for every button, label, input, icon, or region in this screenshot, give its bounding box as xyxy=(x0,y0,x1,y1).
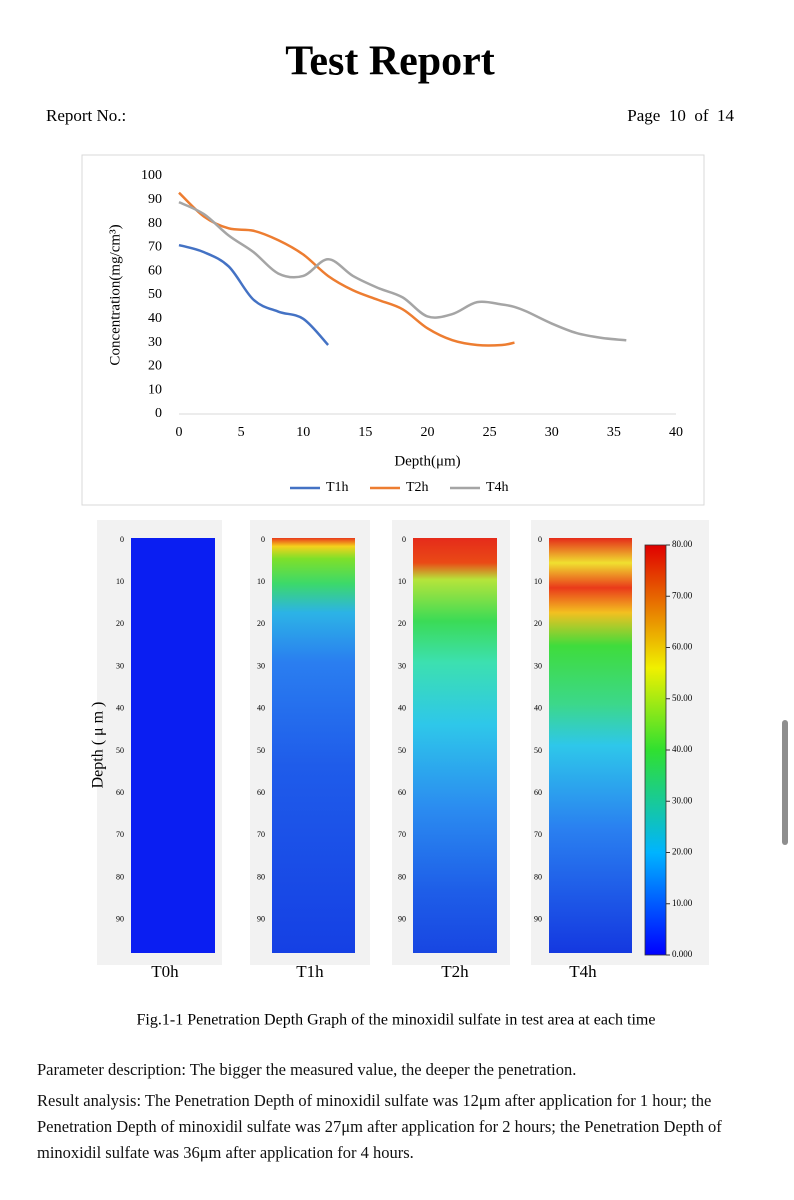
y-tick-label: 30 xyxy=(148,335,162,350)
panel-label: T2h xyxy=(441,962,469,981)
depth-tick-label: 70 xyxy=(534,830,542,839)
depth-tick-label: 30 xyxy=(257,661,265,670)
panel-label: T4h xyxy=(569,962,597,981)
panel-label: T1h xyxy=(296,962,324,981)
heatmap xyxy=(272,538,355,953)
colorbar-tick-label: 50.00 xyxy=(672,693,693,703)
heatmap-y-label: Depth ( μ m ) xyxy=(90,702,107,789)
depth-tick-label: 50 xyxy=(534,746,542,755)
depth-tick-label: 20 xyxy=(116,619,124,628)
depth-tick-label: 10 xyxy=(116,577,124,586)
colorbar-tick-label: 80.00 xyxy=(672,539,693,549)
x-tick-label: 25 xyxy=(483,425,497,440)
y-tick-label: 0 xyxy=(155,406,162,421)
depth-tick-label: 40 xyxy=(257,704,265,713)
depth-tick-label: 90 xyxy=(398,915,406,924)
colorbar-tick-label: 0.000 xyxy=(672,949,693,959)
depth-tick-label: 70 xyxy=(257,830,265,839)
y-tick-label: 80 xyxy=(148,216,162,231)
depth-tick-label: 20 xyxy=(534,619,542,628)
legend-label: T4h xyxy=(486,480,509,495)
panel-label: T0h xyxy=(151,962,179,981)
depth-tick-label: 40 xyxy=(534,704,542,713)
x-tick-label: 5 xyxy=(238,425,245,440)
depth-tick-label: 70 xyxy=(116,830,124,839)
line-series xyxy=(178,201,627,342)
y-axis-label: Concentration(mg/cm³) xyxy=(107,224,123,365)
depth-tick-label: 60 xyxy=(534,788,542,797)
depth-tick-label: 70 xyxy=(398,830,406,839)
depth-tick-label: 50 xyxy=(257,746,265,755)
x-tick-label: 15 xyxy=(358,425,372,440)
depth-tick-label: 30 xyxy=(398,661,406,670)
heatmap xyxy=(413,538,497,953)
line-series xyxy=(178,191,515,347)
depth-tick-label: 40 xyxy=(116,704,124,713)
y-tick-label: 40 xyxy=(148,311,162,326)
depth-tick-label: 60 xyxy=(398,788,406,797)
depth-tick-label: 10 xyxy=(534,577,542,586)
depth-tick-label: 90 xyxy=(257,915,265,924)
depth-tick-label: 80 xyxy=(534,872,542,881)
depth-tick-label: 20 xyxy=(398,619,406,628)
heatmap xyxy=(549,538,632,953)
depth-tick-label: 50 xyxy=(398,746,406,755)
depth-tick-label: 90 xyxy=(116,915,124,924)
caption: Fig.1-1 Penetration Depth Graph of the m… xyxy=(137,1012,656,1029)
doc-title: Test Report xyxy=(285,39,495,85)
y-tick-label: 50 xyxy=(148,287,162,302)
depth-tick-label: 0 xyxy=(402,535,406,544)
heatmap xyxy=(131,538,215,953)
page-number: Page 10 of 14 xyxy=(627,106,734,125)
x-axis-label: Depth(μm) xyxy=(394,453,460,469)
y-tick-label: 70 xyxy=(148,240,162,255)
x-tick-label: 35 xyxy=(607,425,621,440)
legend-label: T2h xyxy=(406,480,429,495)
depth-tick-label: 0 xyxy=(538,535,542,544)
scrollbar[interactable] xyxy=(782,720,788,845)
x-tick-label: 0 xyxy=(176,425,183,440)
paragraph: Result analysis: The Penetration Depth o… xyxy=(37,1091,722,1162)
chart-frame xyxy=(81,154,705,506)
depth-tick-label: 0 xyxy=(261,535,265,544)
x-tick-label: 10 xyxy=(296,425,310,440)
y-tick-label: 100 xyxy=(141,168,162,183)
legend-label: T1h xyxy=(326,480,349,495)
depth-tick-label: 20 xyxy=(257,619,265,628)
x-tick-label: 40 xyxy=(669,425,683,440)
colorbar xyxy=(644,544,667,956)
depth-tick-label: 10 xyxy=(398,577,406,586)
depth-tick-label: 80 xyxy=(116,872,124,881)
depth-tick-label: 80 xyxy=(398,872,406,881)
depth-tick-label: 30 xyxy=(534,661,542,670)
depth-tick-label: 10 xyxy=(257,577,265,586)
y-tick-label: 10 xyxy=(148,382,162,397)
depth-tick-label: 0 xyxy=(120,535,124,544)
colorbar-tick-label: 30.00 xyxy=(672,795,693,805)
depth-tick-label: 60 xyxy=(116,788,124,797)
x-tick-label: 30 xyxy=(545,425,559,440)
depth-tick-label: 50 xyxy=(116,746,124,755)
depth-tick-label: 80 xyxy=(257,872,265,881)
y-tick-label: 20 xyxy=(148,359,162,374)
y-tick-label: 90 xyxy=(148,192,162,207)
x-tick-label: 20 xyxy=(421,425,435,440)
report-no: Report No.: xyxy=(46,106,126,125)
depth-tick-label: 90 xyxy=(534,915,542,924)
colorbar-tick-label: 20.00 xyxy=(672,847,693,857)
depth-tick-label: 30 xyxy=(116,661,124,670)
line-series xyxy=(178,243,330,346)
colorbar-tick-label: 10.00 xyxy=(672,898,693,908)
colorbar-tick-label: 40.00 xyxy=(672,744,693,754)
depth-tick-label: 40 xyxy=(398,704,406,713)
colorbar-tick-label: 60.00 xyxy=(672,642,693,652)
y-tick-label: 60 xyxy=(148,263,162,278)
paragraph: Parameter description: The bigger the me… xyxy=(37,1060,577,1079)
depth-tick-label: 60 xyxy=(257,788,265,797)
colorbar-tick-label: 70.00 xyxy=(672,590,693,600)
